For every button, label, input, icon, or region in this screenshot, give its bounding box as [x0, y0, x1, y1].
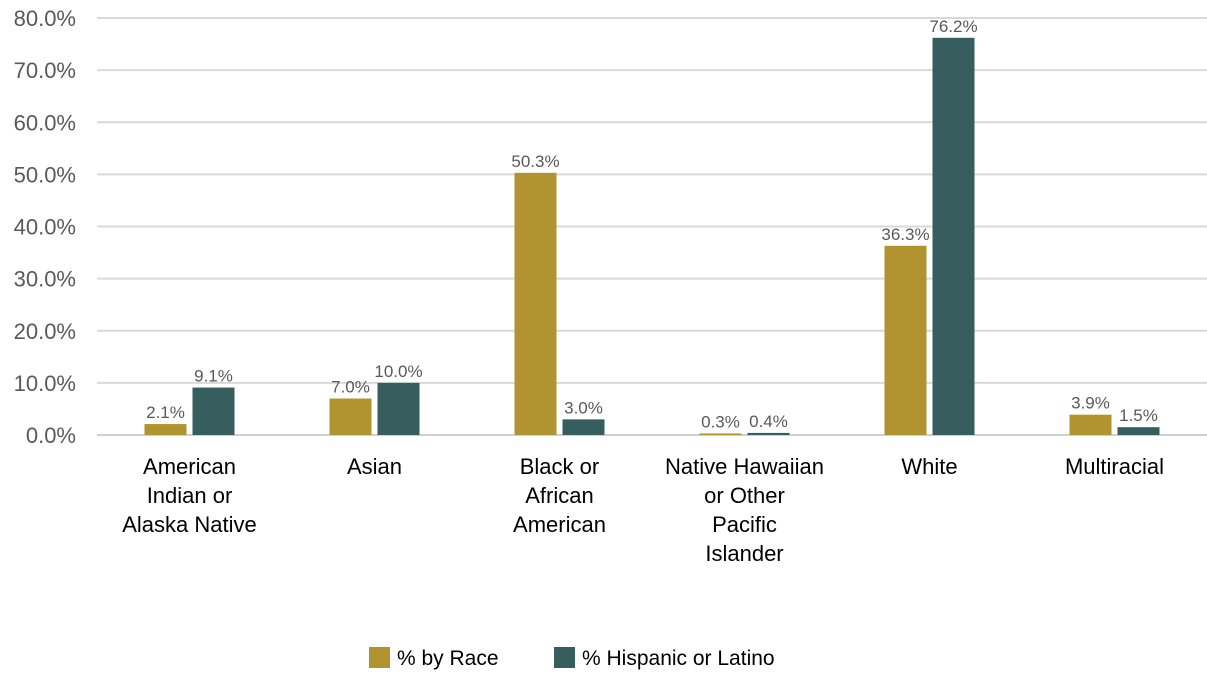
category-label: Asian [347, 454, 402, 479]
category-label: Multiracial [1065, 454, 1164, 479]
data-label: 36.3% [881, 225, 929, 244]
bar-by-race [144, 424, 187, 435]
category-labels: American Indian or Alaska Native Asian Black… [122, 454, 1164, 566]
y-tick-label: 0.0% [26, 423, 76, 448]
category-label: African [525, 483, 593, 508]
legend-label: % by Race [397, 647, 499, 670]
bars [144, 37, 1160, 436]
data-label: 50.3% [511, 152, 559, 171]
data-label: 0.4% [749, 412, 788, 431]
category-label: Islander [705, 541, 783, 566]
data-label: 76.2% [929, 17, 977, 36]
legend-label: % Hispanic or Latino [582, 647, 775, 670]
y-tick-label: 80.0% [14, 6, 76, 31]
bar-by-race [329, 398, 372, 435]
data-label: 3.0% [564, 398, 603, 417]
category-label: American [513, 512, 606, 537]
bar-hispanic-latino [932, 37, 975, 436]
gridlines [97, 17, 1207, 436]
category-label: Black or [520, 454, 599, 479]
y-tick-label: 10.0% [14, 371, 76, 396]
legend-swatch [369, 647, 390, 668]
y-tick-label: 70.0% [14, 58, 76, 83]
category-label: American [143, 454, 236, 479]
data-label: 9.1% [194, 367, 233, 386]
category-label: Alaska Native [122, 512, 257, 537]
bar-by-race [699, 433, 742, 435]
data-label: 2.1% [146, 403, 185, 422]
bar-hispanic-latino [1117, 427, 1160, 435]
data-label: 1.5% [1119, 406, 1158, 425]
category-label: Indian or [147, 483, 233, 508]
bar-hispanic-latino [377, 382, 420, 435]
y-tick-label: 30.0% [14, 267, 76, 292]
y-tick-label: 20.0% [14, 319, 76, 344]
legend: % by Race % Hispanic or Latino [369, 647, 775, 670]
bar-by-race [514, 172, 557, 435]
data-labels: 2.1% 9.1% 7.0%10.0% 50.3% 3.0% 0.3% 0.4% 36.3% 7… [146, 17, 1158, 432]
bar-hispanic-latino [747, 432, 790, 435]
y-axis-ticks: 0.0% 10.0% 20.0% 30.0% 40.0% 50.0% 60.0% 70.0% 8… [14, 6, 76, 448]
bar-hispanic-latino [192, 387, 235, 435]
legend-swatch [554, 647, 575, 668]
y-tick-label: 50.0% [14, 162, 76, 187]
bar-by-race [884, 245, 927, 435]
y-tick-label: 40.0% [14, 215, 76, 240]
bar-by-race [1069, 414, 1112, 435]
category-label: Native Hawaiian [665, 454, 824, 479]
category-label: White [901, 454, 957, 479]
data-label: 10.0% [374, 362, 422, 381]
category-label: or Other [704, 483, 785, 508]
y-tick-label: 60.0% [14, 110, 76, 135]
bar-hispanic-latino [562, 419, 605, 435]
category-label: Pacific [712, 512, 777, 537]
data-label: 3.9% [1071, 394, 1110, 413]
data-label: 0.3% [701, 412, 740, 431]
data-label: 7.0% [331, 378, 370, 397]
